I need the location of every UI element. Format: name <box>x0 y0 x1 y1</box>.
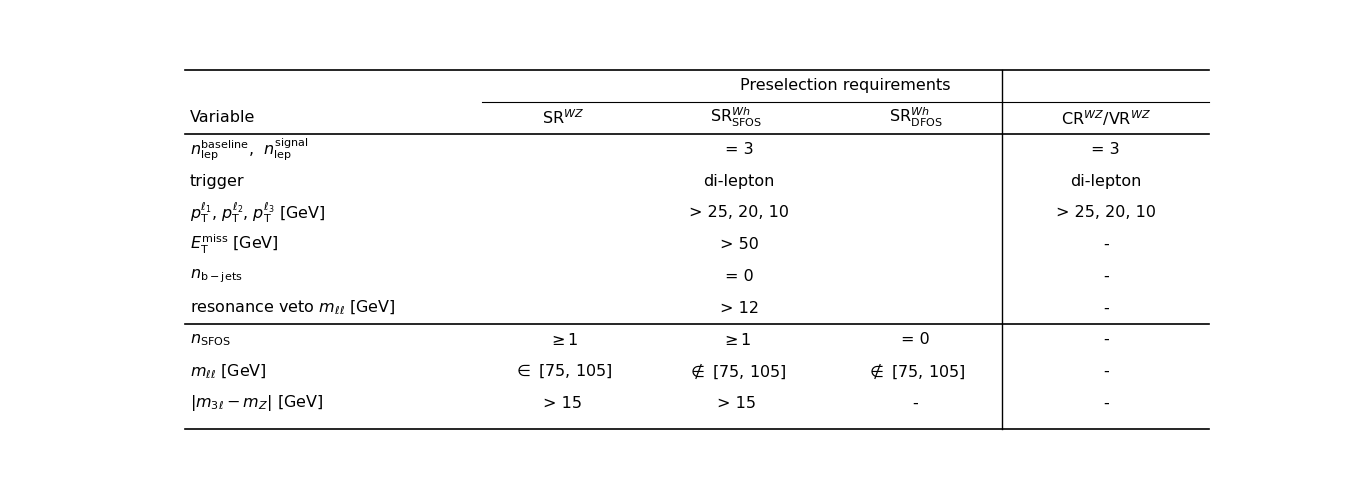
Text: -: - <box>1103 364 1108 379</box>
Text: CR$^{\mathit{WZ}}$/VR$^{\mathit{WZ}}$: CR$^{\mathit{WZ}}$/VR$^{\mathit{WZ}}$ <box>1061 108 1151 127</box>
Text: -: - <box>1103 269 1108 284</box>
Text: di-lepton: di-lepton <box>704 173 775 189</box>
Text: > 15: > 15 <box>717 396 756 411</box>
Text: SR$^{\mathit{WZ}}$: SR$^{\mathit{WZ}}$ <box>541 108 584 127</box>
Text: = 0: = 0 <box>725 269 754 284</box>
Text: > 25, 20, 10: > 25, 20, 10 <box>1055 205 1155 221</box>
Text: $n_{\mathrm{b-jets}}$: $n_{\mathrm{b-jets}}$ <box>189 268 242 285</box>
Text: = 3: = 3 <box>725 142 754 157</box>
Text: Variable: Variable <box>189 110 256 125</box>
Text: $\geq 1$: $\geq 1$ <box>548 332 578 348</box>
Text: > 25, 20, 10: > 25, 20, 10 <box>689 205 789 221</box>
Text: di-lepton: di-lepton <box>1070 173 1142 189</box>
Text: $E_{\mathrm{T}}^{\mathrm{miss}}$ [GeV]: $E_{\mathrm{T}}^{\mathrm{miss}}$ [GeV] <box>189 233 279 256</box>
Text: $m_{\ell\ell}$ [GeV]: $m_{\ell\ell}$ [GeV] <box>189 362 267 381</box>
Text: SR$^{\mathit{Wh}}_{\mathrm{SFOS}}$: SR$^{\mathit{Wh}}_{\mathrm{SFOS}}$ <box>710 106 763 129</box>
Text: $n_{\mathrm{lep}}^{\mathrm{baseline}}$,  $n_{\mathrm{lep}}^{\mathrm{signal}}$: $n_{\mathrm{lep}}^{\mathrm{baseline}}$, … <box>189 136 308 163</box>
Text: $\in$ [75, 105]: $\in$ [75, 105] <box>513 363 613 380</box>
Text: -: - <box>1103 332 1108 347</box>
Text: trigger: trigger <box>189 173 245 189</box>
Text: $\geq 1$: $\geq 1$ <box>721 332 751 348</box>
Text: resonance veto $m_{\ell\ell}$ [GeV]: resonance veto $m_{\ell\ell}$ [GeV] <box>189 299 395 317</box>
Text: > 50: > 50 <box>720 237 759 252</box>
Text: = 3: = 3 <box>1092 142 1120 157</box>
Text: Preselection requirements: Preselection requirements <box>740 78 951 94</box>
Text: > 12: > 12 <box>720 300 759 316</box>
Text: > 15: > 15 <box>543 396 582 411</box>
Text: $\notin$ [75, 105]: $\notin$ [75, 105] <box>686 362 786 381</box>
Text: -: - <box>1103 237 1108 252</box>
Text: = 0: = 0 <box>901 332 930 347</box>
Text: $p_{\mathrm{T}}^{\ell_1}$, $p_{\mathrm{T}}^{\ell_2}$, $p_{\mathrm{T}}^{\ell_3}$ : $p_{\mathrm{T}}^{\ell_1}$, $p_{\mathrm{T… <box>189 200 326 225</box>
Text: $\notin$ [75, 105]: $\notin$ [75, 105] <box>866 362 965 381</box>
Text: $n_{\mathrm{SFOS}}$: $n_{\mathrm{SFOS}}$ <box>189 332 231 347</box>
Text: -: - <box>912 396 919 411</box>
Text: SR$^{\mathit{Wh}}_{\mathrm{DFOS}}$: SR$^{\mathit{Wh}}_{\mathrm{DFOS}}$ <box>889 106 942 129</box>
Text: -: - <box>1103 300 1108 316</box>
Text: -: - <box>1103 396 1108 411</box>
Text: $|m_{3\ell} - m_Z|$ [GeV]: $|m_{3\ell} - m_Z|$ [GeV] <box>189 393 323 413</box>
